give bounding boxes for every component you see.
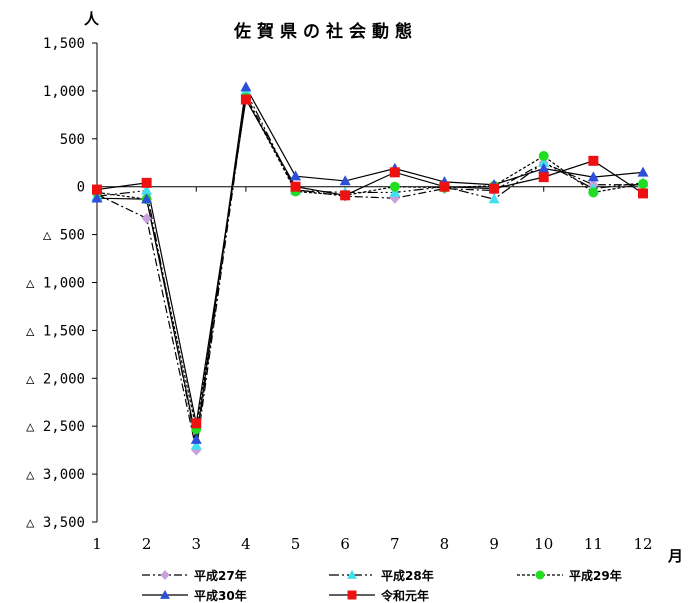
axes: 1,500 1,000 500 0 △ 500 △ 1,000 △ 1,500 △ 2,000… <box>26 36 653 553</box>
data-point <box>92 184 102 195</box>
data-point <box>538 162 550 173</box>
data-point <box>347 569 357 579</box>
x-tick-label: 6 <box>340 535 350 553</box>
data-point <box>637 166 649 177</box>
legend-item: 平成30年 <box>142 588 247 603</box>
data-point <box>290 170 302 181</box>
legend-item: 平成28年 <box>329 568 434 583</box>
y-axis-unit: 人 <box>84 10 100 28</box>
y-tick-label: △ 1,500 <box>26 323 85 339</box>
x-tick-label: 4 <box>241 535 251 553</box>
data-point <box>339 175 351 186</box>
x-tick-label: 1 <box>92 535 102 553</box>
series-2 <box>96 88 644 446</box>
data-point <box>638 188 648 199</box>
data-point <box>488 193 500 204</box>
y-tick-label: 0 <box>77 180 85 196</box>
x-tick-label: 12 <box>633 535 652 553</box>
y-tick-label: △ 1,000 <box>26 276 85 292</box>
data-point <box>538 172 549 183</box>
data-point <box>160 589 170 599</box>
y-tick-label: △ 2,500 <box>26 419 85 435</box>
data-point <box>190 439 202 450</box>
series-line <box>96 93 643 451</box>
y-tick-label: 500 <box>60 132 85 148</box>
y-tick-label: △ 500 <box>43 228 85 244</box>
data-point <box>190 433 202 444</box>
x-tick-label: 8 <box>440 535 450 553</box>
series-3 <box>96 95 644 430</box>
data-point <box>340 190 351 201</box>
data-point <box>347 590 357 600</box>
legend-label: 平成28年 <box>381 568 434 583</box>
legend-item: 平成27年 <box>142 568 247 583</box>
data-point <box>141 212 152 224</box>
legend-label: 令和元年 <box>380 588 429 603</box>
series-line <box>96 95 644 430</box>
legend-label: 平成30年 <box>194 588 247 603</box>
data-point <box>535 570 545 580</box>
x-tick-label: 9 <box>489 535 499 553</box>
data-point <box>638 178 648 189</box>
chart-title: 佐賀県の社会動態 <box>233 21 418 42</box>
y-tick-label: △ 3,000 <box>26 467 85 483</box>
series-1-markers <box>92 90 648 456</box>
data-point <box>389 181 400 192</box>
series-line <box>96 85 644 440</box>
data-point <box>191 418 202 429</box>
data-point <box>240 81 252 92</box>
x-axis-unit: 月 <box>667 547 683 565</box>
data-point <box>389 167 400 178</box>
data-point <box>91 192 103 203</box>
y-tick-label: △ 3,500 <box>26 515 85 531</box>
x-tick-label: 7 <box>390 535 400 553</box>
legend-item: 令和元年 <box>329 588 429 603</box>
series-4 <box>96 85 644 440</box>
data-point <box>489 183 500 194</box>
y-tick-label: △ 2,000 <box>26 371 85 387</box>
legend-label: 平成27年 <box>194 568 247 583</box>
series-1 <box>96 93 643 451</box>
data-point <box>141 193 153 204</box>
data-point <box>588 187 599 198</box>
x-tick-label: 11 <box>584 535 603 553</box>
data-point <box>588 155 599 166</box>
data-point <box>160 570 170 580</box>
series-layer <box>91 81 649 456</box>
x-tick-label: 5 <box>291 535 301 553</box>
data-point <box>439 181 450 192</box>
data-point <box>587 171 599 182</box>
x-tick-label: 2 <box>142 535 152 553</box>
data-point <box>538 151 549 162</box>
series-5 <box>96 97 644 424</box>
series-5-markers <box>92 94 648 429</box>
series-4-markers <box>91 81 649 444</box>
data-point <box>538 157 550 167</box>
series-3-markers <box>92 92 648 435</box>
legend-label: 平成29年 <box>569 568 622 583</box>
x-tick-label: 10 <box>534 535 553 553</box>
y-tick-label: 1,000 <box>43 84 85 100</box>
series-2-markers <box>91 85 649 450</box>
series-line <box>96 88 644 446</box>
data-point <box>290 181 301 192</box>
data-point <box>240 94 251 105</box>
legend-item: 平成29年 <box>517 568 622 583</box>
data-point <box>141 177 152 188</box>
y-tick-label: 1,500 <box>43 36 85 52</box>
x-tick-label: 3 <box>191 535 201 553</box>
data-point <box>141 184 153 195</box>
series-line <box>96 97 644 424</box>
